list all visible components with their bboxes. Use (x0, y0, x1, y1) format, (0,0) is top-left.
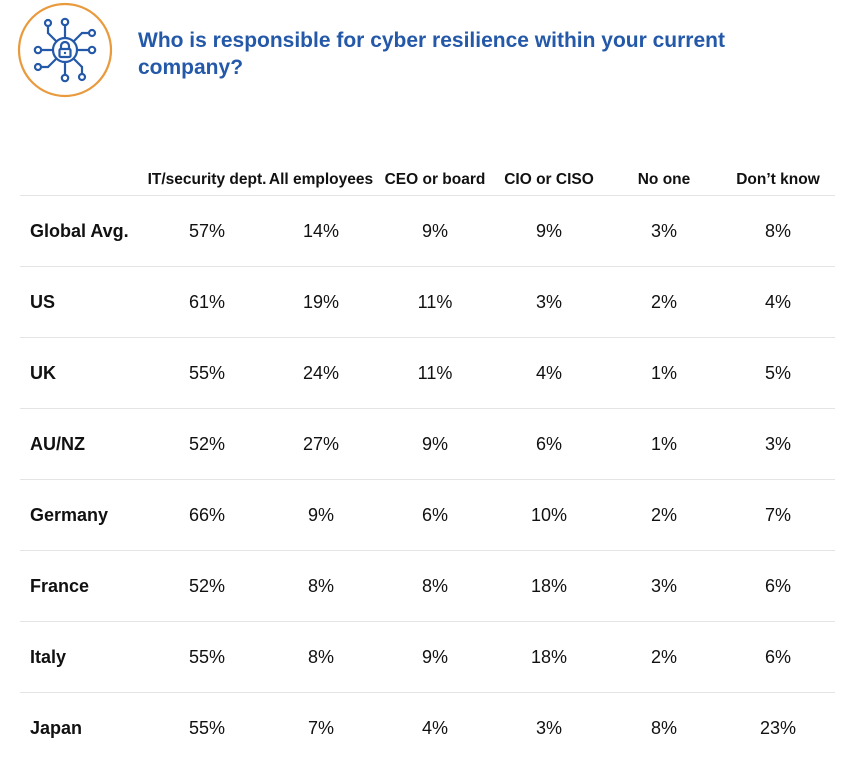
header: Who is responsible for cyber resilience … (0, 0, 860, 110)
table-cell: 4% (764, 291, 791, 312)
row-label: Germany (30, 504, 109, 525)
table-cell: 10% (530, 504, 568, 525)
table-cell: 8% (307, 646, 334, 667)
column-header: All employees (268, 171, 374, 188)
table-cell: 23% (759, 717, 797, 738)
table-cell: 6% (535, 433, 562, 454)
table-cell: 3% (535, 717, 562, 738)
table-cell: 3% (650, 575, 677, 596)
table-cell: 52% (188, 433, 226, 454)
table-cell: 14% (302, 220, 340, 241)
row-label: Italy (30, 646, 67, 667)
table-cell: 8% (307, 575, 334, 596)
column-header: CIO or CISO (504, 171, 594, 188)
row-label: UK (30, 362, 56, 383)
table-cell: 3% (650, 220, 677, 241)
table-cell: 1% (650, 362, 677, 383)
table-cell: 18% (530, 575, 568, 596)
table-cell: 4% (535, 362, 562, 383)
table-cell: 57% (188, 220, 226, 241)
table-cell: 27% (302, 433, 340, 454)
table-cell: 9% (421, 220, 448, 241)
table-cell: 9% (421, 433, 448, 454)
table-cell: 8% (650, 717, 677, 738)
network-lock-icon (17, 2, 113, 98)
chart-title: Who is responsible for cyber resilience … (138, 29, 725, 79)
table-cell: 6% (764, 575, 791, 596)
table-cell: 19% (302, 291, 340, 312)
table-cell: 7% (764, 504, 791, 525)
column-header: IT/security dept. (147, 171, 267, 188)
column-header: No one (637, 171, 691, 188)
table-cell: 24% (302, 362, 340, 383)
table-row: AU/NZ 52% 27% 9% 6% 1% 3% (20, 409, 835, 480)
table-cell: 9% (307, 504, 334, 525)
table-cell: 55% (188, 646, 226, 667)
table-cell: 52% (188, 575, 226, 596)
table-cell: 6% (764, 646, 791, 667)
table-row: Japan 55% 7% 4% 3% 8% 23% (20, 693, 835, 763)
table-cell: 66% (188, 504, 226, 525)
table-cell: 1% (650, 433, 677, 454)
table-row: Global Avg. 57% 14% 9% 9% 3% 8% (20, 196, 835, 267)
results-table: IT/security dept. All employees CEO or boa… (20, 142, 835, 763)
table-cell: 6% (421, 504, 448, 525)
table-cell: 18% (530, 646, 568, 667)
table-cell: 61% (188, 291, 226, 312)
table-cell: 11% (417, 291, 453, 312)
table-cell: 11% (417, 362, 453, 383)
table-cell: 55% (188, 362, 226, 383)
table-cell: 2% (650, 291, 677, 312)
table-cell: 2% (650, 646, 677, 667)
row-label: AU/NZ (30, 433, 85, 454)
table-cell: 3% (764, 433, 791, 454)
column-header: Don’t know (736, 171, 820, 188)
column-header-row: IT/security dept. All employees CEO or boa… (20, 142, 835, 196)
column-header: CEO or board (384, 171, 486, 188)
table-row: UK 55% 24% 11% 4% 1% 5% (20, 338, 835, 409)
table-cell: 9% (535, 220, 562, 241)
row-label: US (30, 291, 56, 312)
row-label: France (30, 575, 90, 596)
table-cell: 8% (764, 220, 791, 241)
table-cell: 8% (421, 575, 448, 596)
table-row: Italy 55% 8% 9% 18% 2% 6% (20, 622, 835, 693)
table-cell: 2% (650, 504, 677, 525)
table-row: US 61% 19% 11% 3% 2% 4% (20, 267, 835, 338)
table-cell: 5% (764, 362, 791, 383)
table-row: France 52% 8% 8% 18% 3% 6% (20, 551, 835, 622)
table-body: Global Avg. 57% 14% 9% 9% 3% 8% US 61% 19% 11% 3% 2%… (20, 196, 835, 763)
table-row: Germany 66% 9% 6% 10% 2% 7% (20, 480, 835, 551)
table-cell: 7% (307, 717, 334, 738)
table-cell: 9% (421, 646, 448, 667)
table-cell: 55% (188, 717, 226, 738)
row-label: Japan (30, 717, 83, 738)
table-cell: 3% (535, 291, 562, 312)
table-cell: 4% (421, 717, 448, 738)
row-label: Global Avg. (30, 220, 129, 241)
